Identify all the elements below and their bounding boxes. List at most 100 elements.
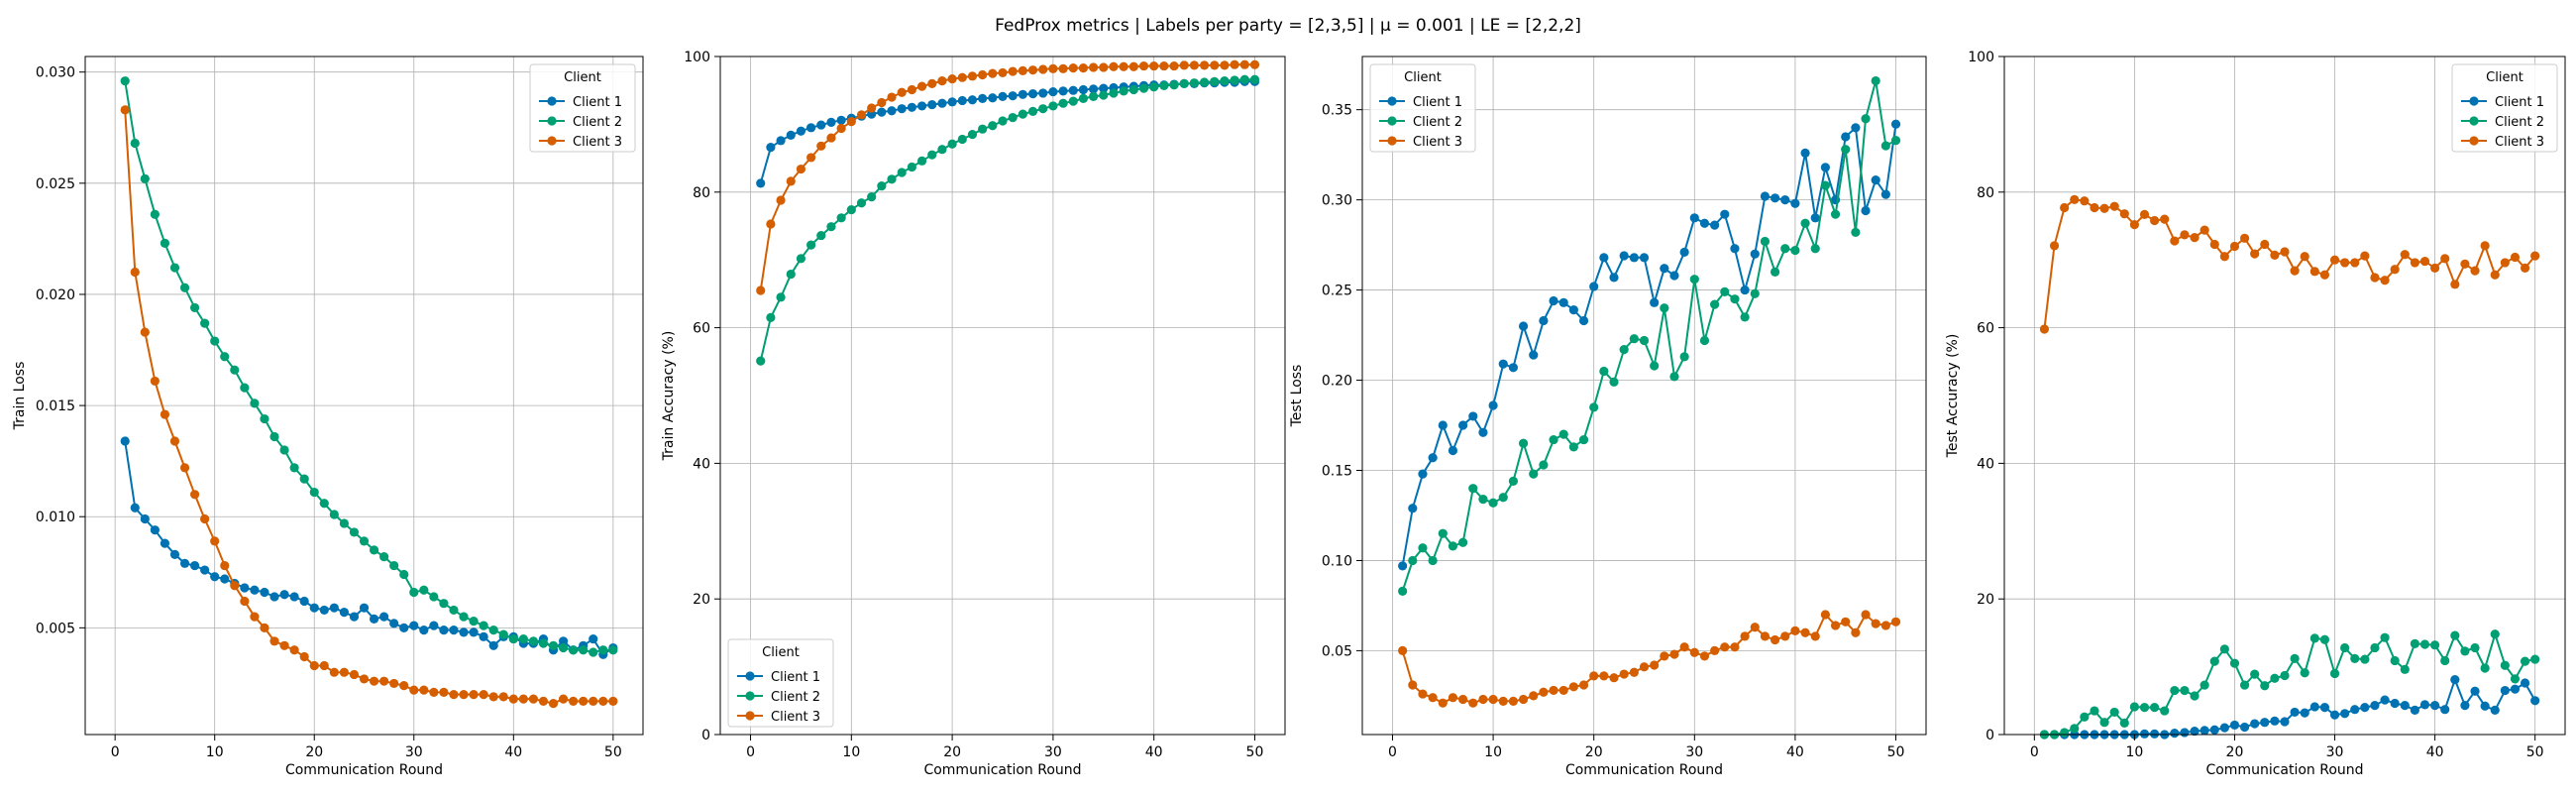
data-point — [1549, 685, 1558, 696]
data-point — [299, 596, 309, 607]
data-point — [1720, 286, 1730, 296]
data-point — [1179, 78, 1189, 88]
data-point — [2410, 258, 2419, 268]
data-point — [877, 181, 887, 191]
data-point — [579, 696, 589, 706]
x-tick-label: 0 — [746, 744, 755, 760]
x-tick-label: 40 — [1786, 744, 1804, 760]
data-point — [528, 636, 539, 646]
data-point — [806, 153, 816, 163]
data-point — [967, 71, 978, 81]
data-point — [2180, 230, 2190, 240]
data-point — [856, 110, 867, 120]
data-point — [1740, 285, 1750, 295]
data-point — [2239, 680, 2250, 690]
data-point — [1239, 74, 1249, 84]
data-point — [998, 116, 1008, 126]
data-point — [2280, 717, 2290, 727]
data-point — [1780, 195, 1790, 205]
data-point — [786, 176, 796, 186]
data-point — [988, 93, 998, 103]
data-point — [2390, 655, 2400, 666]
legend-marker — [1387, 96, 1397, 106]
data-point — [1448, 445, 1458, 456]
data-point — [978, 124, 988, 134]
data-point — [279, 640, 289, 650]
legend-marker — [745, 711, 755, 721]
data-point — [2470, 642, 2480, 653]
data-point — [907, 162, 916, 172]
x-axis-label: Communication Round — [1565, 762, 1723, 778]
data-point — [1068, 63, 1078, 73]
data-point — [1639, 253, 1650, 263]
data-point — [289, 645, 299, 655]
data-point — [2419, 256, 2430, 267]
data-point — [1750, 288, 1760, 298]
y-tick-label: 20 — [1977, 592, 1994, 608]
data-point — [2350, 258, 2360, 268]
data-point — [1890, 135, 1901, 146]
data-point — [2309, 633, 2319, 643]
data-point — [1058, 86, 1068, 96]
x-tick-label: 10 — [842, 744, 860, 760]
data-point — [2480, 663, 2490, 673]
data-point — [220, 574, 230, 584]
data-point — [569, 696, 579, 706]
data-point — [2129, 220, 2139, 230]
data-point — [1498, 359, 1508, 369]
data-point — [1589, 671, 1599, 681]
legend-label: Client 1 — [1413, 95, 1462, 110]
data-point — [140, 173, 150, 183]
data-point — [160, 238, 170, 248]
data-point — [1871, 619, 1880, 628]
data-point — [429, 687, 439, 697]
data-point — [907, 84, 916, 95]
data-point — [2410, 705, 2419, 715]
data-point — [598, 645, 608, 655]
legend-label: Client 1 — [2495, 95, 2544, 110]
data-point — [2219, 723, 2229, 733]
data-point — [1438, 528, 1448, 538]
data-point — [1458, 420, 1468, 430]
data-point — [1770, 634, 1780, 645]
x-axis-label: Communication Round — [2205, 762, 2363, 778]
y-tick-label: 0 — [1986, 728, 1994, 743]
data-point — [2350, 705, 2360, 715]
data-point — [2109, 707, 2119, 718]
x-tick-label: 50 — [604, 744, 622, 760]
data-point — [1220, 76, 1230, 86]
data-point — [1128, 84, 1138, 95]
data-point — [608, 696, 618, 706]
data-point — [1518, 694, 1529, 705]
data-point — [1518, 438, 1529, 448]
data-point — [826, 222, 836, 232]
data-point — [2280, 247, 2290, 257]
data-point — [2500, 660, 2510, 670]
data-point — [2470, 686, 2480, 696]
data-point — [1128, 61, 1138, 71]
data-point — [1478, 427, 1488, 437]
data-point — [169, 263, 180, 273]
data-point — [1841, 145, 1851, 155]
legend-label: Client 3 — [771, 710, 820, 725]
data-point — [1418, 689, 1428, 699]
data-point — [409, 685, 419, 695]
legend: Client Client 1 Client 2 Client 3 — [2451, 63, 2558, 153]
data-point — [439, 599, 449, 609]
data-point — [339, 518, 349, 528]
data-point — [998, 67, 1008, 78]
data-point — [1629, 253, 1639, 263]
data-point — [2390, 698, 2400, 709]
data-point — [2139, 703, 2150, 713]
data-point — [2530, 251, 2540, 261]
y-tick-label: 80 — [693, 185, 710, 201]
data-point — [1861, 114, 1871, 124]
data-point — [2300, 252, 2309, 262]
data-point — [289, 463, 299, 473]
data-point — [449, 690, 459, 700]
data-point — [2150, 703, 2160, 713]
data-point — [1760, 191, 1771, 201]
data-point — [1529, 350, 1539, 360]
data-point — [877, 97, 887, 108]
data-point — [947, 97, 957, 107]
